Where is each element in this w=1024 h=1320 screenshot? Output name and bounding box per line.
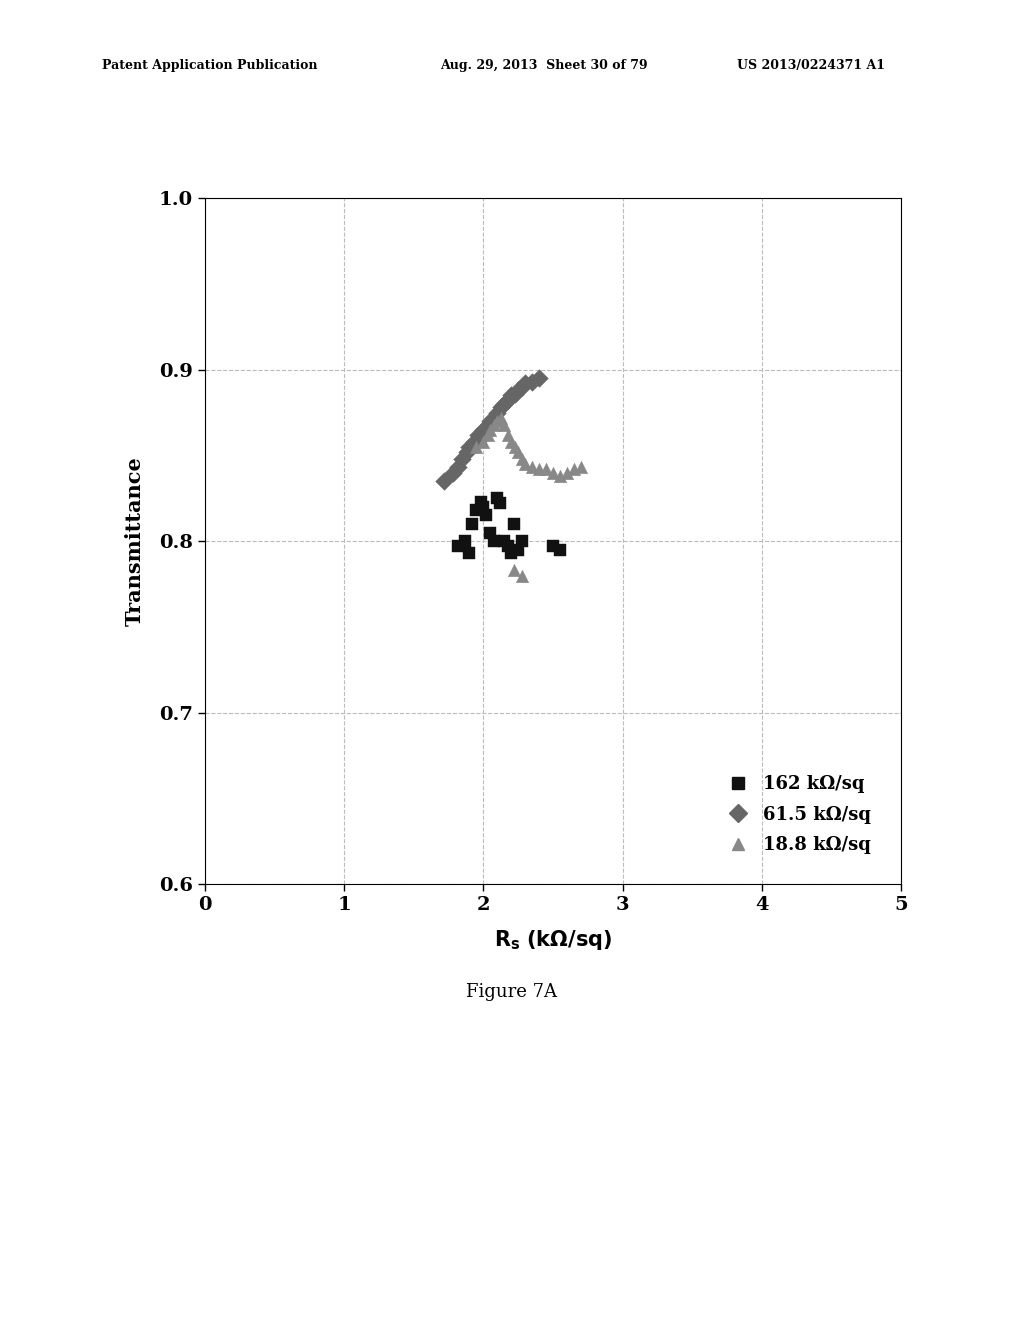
Point — [530, 367, 547, 388]
Point — [457, 531, 473, 552]
Point — [545, 536, 561, 557]
Point — [486, 531, 503, 552]
Point — [455, 449, 471, 470]
Point — [506, 560, 522, 581]
Point — [545, 462, 561, 483]
Point — [559, 462, 575, 483]
Point — [489, 401, 506, 422]
Point — [444, 462, 461, 483]
Point — [461, 543, 477, 564]
Point — [496, 393, 512, 414]
Point — [482, 420, 499, 441]
Point — [514, 376, 530, 397]
Point — [486, 407, 503, 428]
Point — [492, 492, 508, 513]
Point — [503, 432, 519, 453]
Point — [500, 536, 516, 557]
Point — [489, 411, 506, 432]
Point — [524, 371, 541, 392]
Point — [468, 500, 484, 521]
Point — [461, 436, 477, 458]
Point — [464, 513, 480, 535]
Point — [479, 424, 496, 445]
Point — [503, 543, 519, 564]
Point — [514, 531, 530, 552]
Point — [517, 453, 534, 474]
Point — [510, 539, 526, 560]
Point — [552, 539, 568, 560]
Point — [479, 414, 496, 436]
Point — [482, 521, 499, 544]
Point — [552, 466, 568, 487]
Point — [486, 414, 503, 436]
Point — [565, 458, 582, 479]
X-axis label: $\mathbf{R_s}$ $\mathbf{(k\Omega/sq)}$: $\mathbf{R_s}$ $\mathbf{(k\Omega/sq)}$ — [494, 928, 612, 952]
Text: Patent Application Publication: Patent Application Publication — [102, 59, 317, 73]
Point — [472, 428, 488, 449]
Point — [465, 432, 481, 453]
Text: Aug. 29, 2013  Sheet 30 of 79: Aug. 29, 2013 Sheet 30 of 79 — [440, 59, 648, 73]
Point — [524, 457, 541, 478]
Point — [496, 414, 512, 436]
Point — [503, 385, 519, 407]
Point — [517, 372, 534, 393]
Point — [459, 441, 475, 462]
Point — [572, 457, 589, 478]
Text: Figure 7A: Figure 7A — [467, 983, 557, 1002]
Point — [451, 536, 467, 557]
Point — [530, 458, 547, 479]
Point — [510, 380, 526, 401]
Point — [494, 407, 510, 428]
Point — [436, 470, 453, 491]
Point — [514, 449, 530, 470]
Point — [472, 491, 488, 512]
Y-axis label: Transmittance: Transmittance — [125, 457, 145, 626]
Point — [475, 420, 492, 441]
Point — [494, 397, 510, 418]
Point — [470, 424, 486, 445]
Point — [478, 506, 495, 527]
Point — [507, 436, 523, 458]
Point — [500, 424, 516, 445]
Point — [475, 496, 492, 517]
Point — [475, 432, 492, 453]
Point — [538, 458, 554, 479]
Point — [507, 383, 523, 404]
Point — [468, 436, 484, 458]
Point — [510, 441, 526, 462]
Point — [482, 411, 499, 432]
Point — [496, 531, 512, 552]
Point — [500, 389, 516, 411]
Legend: 162 kΩ/sq, 61.5 kΩ/sq, 18.8 kΩ/sq: 162 kΩ/sq, 61.5 kΩ/sq, 18.8 kΩ/sq — [713, 768, 879, 862]
Point — [514, 565, 530, 586]
Text: US 2013/0224371 A1: US 2013/0224371 A1 — [737, 59, 886, 73]
Point — [489, 488, 506, 510]
Point — [451, 457, 467, 478]
Point — [506, 513, 522, 535]
